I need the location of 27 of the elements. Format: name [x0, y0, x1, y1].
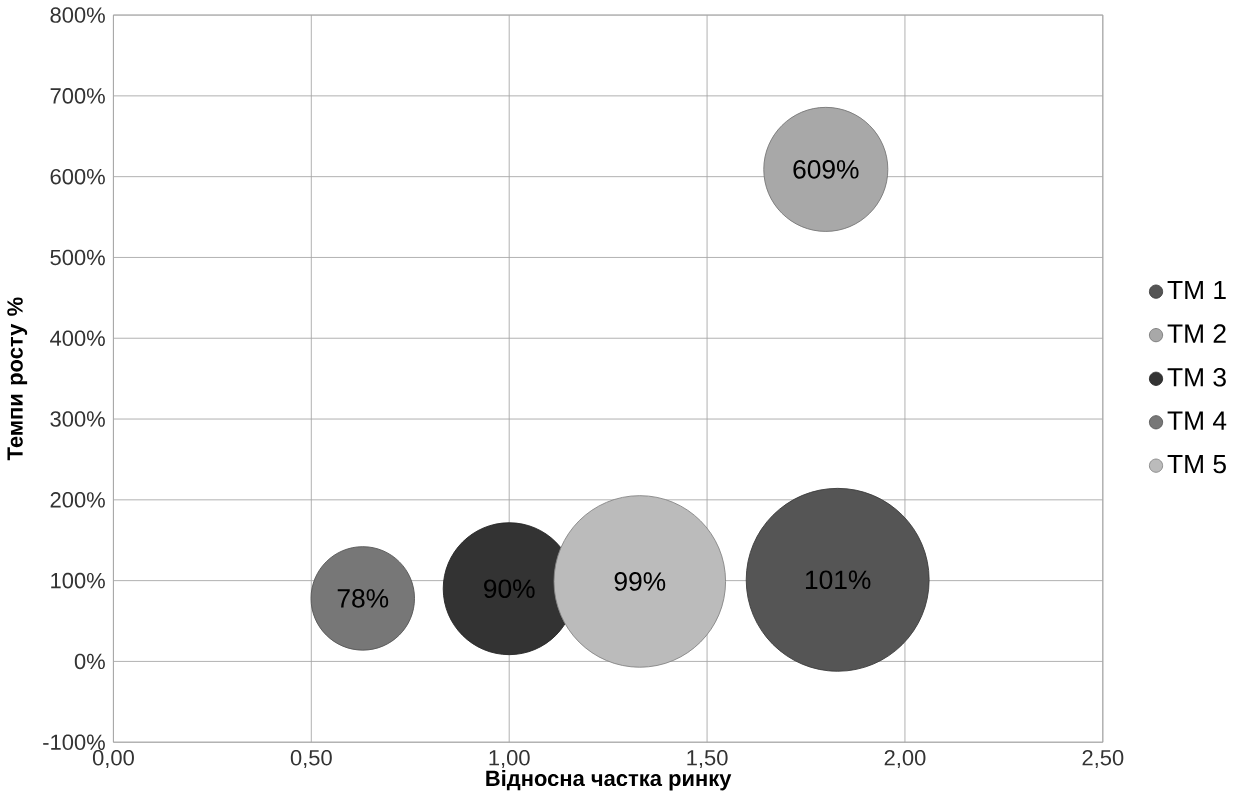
- legend-label: ТМ 1: [1167, 281, 1226, 300]
- data-label: 99%: [614, 572, 666, 591]
- x-tick-label: 1,00: [489, 750, 530, 769]
- y-tick-label: -100%: [43, 734, 105, 751]
- y-tick-label: 400%: [50, 330, 105, 347]
- y-tick-label: 100%: [51, 572, 105, 589]
- x-tick-label: 0,50: [290, 750, 332, 769]
- y-axis-title: Темпи росту %: [7, 297, 28, 461]
- y-tick-label: 0%: [74, 653, 105, 670]
- x-tick-label: 2,50: [1082, 750, 1124, 769]
- x-axis-title: Відносна частка ринку: [486, 770, 732, 791]
- legend-label: ТМ 5: [1167, 455, 1226, 474]
- legend-label: ТМ 4: [1167, 411, 1227, 430]
- y-tick-label: 300%: [50, 411, 105, 427]
- y-tick-label: 800%: [50, 7, 105, 23]
- legend-label: ТМ 3: [1167, 368, 1226, 387]
- y-tick-label: 600%: [50, 169, 105, 185]
- y-tick-label: 200%: [50, 492, 105, 508]
- data-label: 101%: [805, 570, 871, 590]
- data-label: 78%: [337, 589, 389, 608]
- x-tick-label: 0,00: [92, 750, 134, 769]
- x-tick-label: 2,00: [884, 750, 926, 769]
- y-tick-label: 500%: [50, 249, 105, 266]
- data-label: 609%: [793, 160, 859, 179]
- legend-label: ТМ 2: [1167, 324, 1226, 343]
- x-tick-label: 1,50: [687, 750, 728, 769]
- y-tick-label: 700%: [50, 88, 105, 104]
